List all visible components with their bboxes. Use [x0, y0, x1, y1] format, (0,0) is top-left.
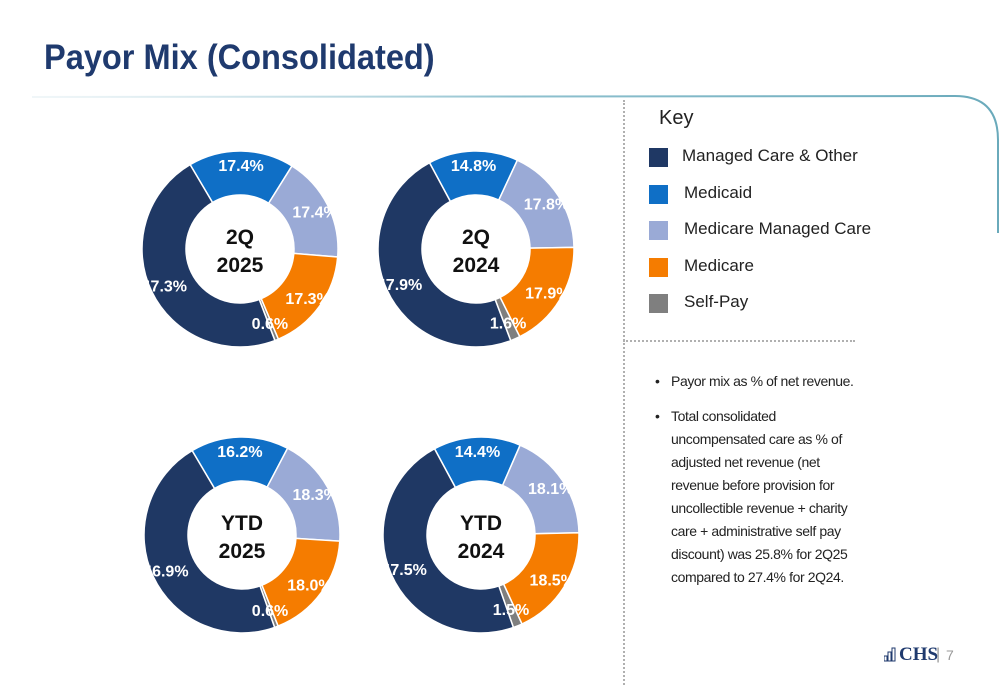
- slice-label-managed-care-other: 46.9%: [143, 564, 188, 581]
- slice-label-medicare-managed-care: 18.3%: [293, 487, 338, 504]
- legend-label-managed-care: Managed Care & Other: [682, 146, 858, 165]
- footer-separator: |: [936, 646, 941, 663]
- vertical-divider: [623, 100, 625, 685]
- donut-chart: 14.4% 18.1% 18.5%1.5% 47.5% YTD 2024: [381, 436, 580, 634]
- slice-label-medicaid: 16.2%: [217, 444, 262, 461]
- legend-label-medicare-managed-care: Medicare Managed Care: [684, 219, 872, 238]
- slice-label-self-pay: 1.5%: [493, 602, 529, 619]
- slice-label-medicaid: 14.8%: [451, 158, 496, 175]
- notes-list: • Payor mix as % of net revenue. • Total…: [655, 370, 865, 601]
- page-title: Payor Mix (Consolidated): [44, 38, 435, 77]
- donut-center-label: YTD: [460, 512, 502, 535]
- slice-label-medicaid: 17.4%: [218, 158, 263, 175]
- donut-slice-managed-care-other: [141, 163, 276, 348]
- slice-label-managed-care-other: 47.9%: [377, 277, 422, 294]
- legend-label-medicare: Medicare: [684, 256, 754, 275]
- page-number: 7: [946, 647, 954, 663]
- donut-slice-managed-care-other: [143, 449, 276, 634]
- bullet-dot: •: [655, 408, 660, 424]
- legend-swatch-managed-care: [649, 148, 668, 167]
- slice-label-managed-care-other: 47.3%: [142, 278, 187, 295]
- chs-logo-text: CHS: [899, 644, 939, 665]
- bullet-dot: •: [655, 373, 660, 389]
- donut-chart: 17.4% 17.4% 17.3% 0.6% 47.3% 2Q 2025: [141, 150, 339, 348]
- donut-slice-managed-care-other: [377, 161, 512, 348]
- key-title: Key: [659, 107, 694, 129]
- donut-center-label: 2024: [458, 540, 505, 563]
- legend-swatch-medicare: [649, 258, 668, 277]
- slice-label-self-pay: 0.6%: [252, 603, 288, 620]
- slice-label-medicare-managed-care: 17.4%: [292, 204, 337, 221]
- donut-center-label: 2024: [453, 254, 500, 277]
- note-text: Total consolidated uncompensated care as…: [671, 408, 848, 585]
- legend-swatch-medicaid: [649, 185, 668, 204]
- slice-label-medicaid: 14.4%: [455, 444, 500, 461]
- slice-label-medicare: 18.0%: [287, 577, 332, 594]
- legend-label-medicaid: Medicaid: [684, 183, 753, 202]
- donut-chart: 14.8% 17.8% 17.9% 1.6% 47.9% 2Q 2024: [377, 150, 575, 348]
- donut-center-label: 2025: [217, 254, 264, 277]
- slice-label-medicare: 18.5%: [530, 573, 575, 590]
- legend-swatch-self-pay: [649, 294, 668, 313]
- donut-center-label: 2Q: [226, 226, 254, 249]
- horizontal-divider: [623, 340, 855, 342]
- donut-center-label: YTD: [221, 512, 263, 535]
- note-item: • Total consolidated uncompensated care …: [655, 405, 865, 589]
- slice-label-medicare: 17.9%: [525, 286, 570, 303]
- slice-label-medicare-managed-care: 17.8%: [524, 196, 569, 213]
- chs-logo-mark-icon: [884, 647, 896, 662]
- slice-label-medicare-managed-care: 18.1%: [528, 481, 573, 498]
- donut-chart: 16.2% 18.3% 18.0% 0.6% 46.9% YTD 2025: [143, 436, 341, 634]
- note-text: Payor mix as % of net revenue.: [671, 373, 854, 389]
- legend-label-self-pay: Self-Pay: [684, 292, 749, 311]
- donut-slice-managed-care-other: [382, 447, 515, 634]
- slice-label-self-pay: 1.6%: [490, 315, 526, 332]
- slice-label-managed-care-other: 47.5%: [381, 562, 426, 579]
- note-item: • Payor mix as % of net revenue.: [655, 370, 865, 393]
- donut-center-label: 2025: [219, 540, 266, 563]
- slice-label-medicare: 17.3%: [285, 291, 330, 308]
- slice-label-self-pay: 0.6%: [252, 316, 288, 333]
- donut-center-label: 2Q: [462, 226, 490, 249]
- legend-swatch-medicare-managed-care: [649, 221, 668, 240]
